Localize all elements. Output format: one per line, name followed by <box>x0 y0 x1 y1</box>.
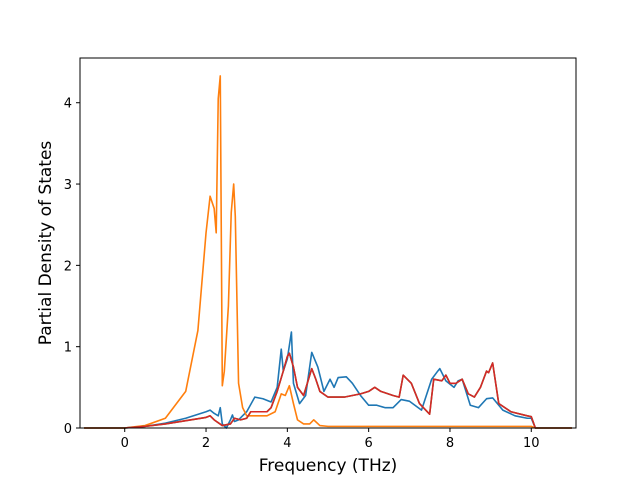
y-tick-label: 0 <box>64 422 72 437</box>
y-axis-label: Partial Density of States <box>36 141 56 346</box>
series-line-2 <box>84 75 572 429</box>
y-tick-label: 4 <box>64 97 72 112</box>
series-layer <box>84 75 572 429</box>
x-tick-label: 0 <box>121 436 129 451</box>
axes-frame <box>79 57 577 429</box>
series-line-4 <box>84 352 572 429</box>
x-axis-label: Frequency (THz) <box>259 456 398 476</box>
x-axis-ticks: 0 2 4 6 8 10 <box>121 428 540 451</box>
plot-area <box>79 57 577 429</box>
y-tick-label: 3 <box>64 178 72 193</box>
y-axis-ticks: 0 1 2 3 4 <box>64 97 80 437</box>
y-tick-label: 1 <box>64 341 72 356</box>
x-tick-label: 10 <box>523 436 540 451</box>
x-tick-label: 2 <box>202 436 210 451</box>
x-tick-label: 4 <box>283 436 291 451</box>
axes-background <box>80 58 576 428</box>
x-tick-label: 8 <box>446 436 454 451</box>
y-tick-label: 2 <box>64 259 72 274</box>
x-tick-label: 6 <box>365 436 373 451</box>
